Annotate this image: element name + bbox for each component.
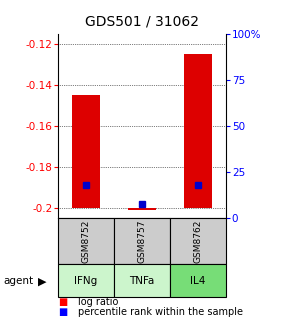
Text: GSM8752: GSM8752 — [81, 219, 90, 263]
Title: GDS501 / 31062: GDS501 / 31062 — [85, 14, 199, 28]
Text: ▶: ▶ — [38, 276, 46, 286]
Text: ■: ■ — [58, 297, 67, 307]
Text: ■: ■ — [58, 307, 67, 318]
Text: TNFa: TNFa — [129, 276, 155, 286]
Text: IFNg: IFNg — [75, 276, 98, 286]
Bar — [72, 95, 100, 208]
Text: GSM8762: GSM8762 — [194, 219, 203, 263]
Text: GSM8757: GSM8757 — [137, 219, 147, 263]
Bar — [58, 218, 114, 264]
Bar — [114, 218, 170, 264]
Text: IL4: IL4 — [191, 276, 206, 286]
Bar — [170, 264, 226, 297]
Text: percentile rank within the sample: percentile rank within the sample — [78, 307, 243, 318]
Text: log ratio: log ratio — [78, 297, 119, 307]
Bar — [128, 208, 156, 210]
Bar — [170, 218, 226, 264]
Text: agent: agent — [3, 276, 33, 286]
Bar — [58, 264, 114, 297]
Bar — [114, 264, 170, 297]
Bar — [184, 54, 212, 208]
